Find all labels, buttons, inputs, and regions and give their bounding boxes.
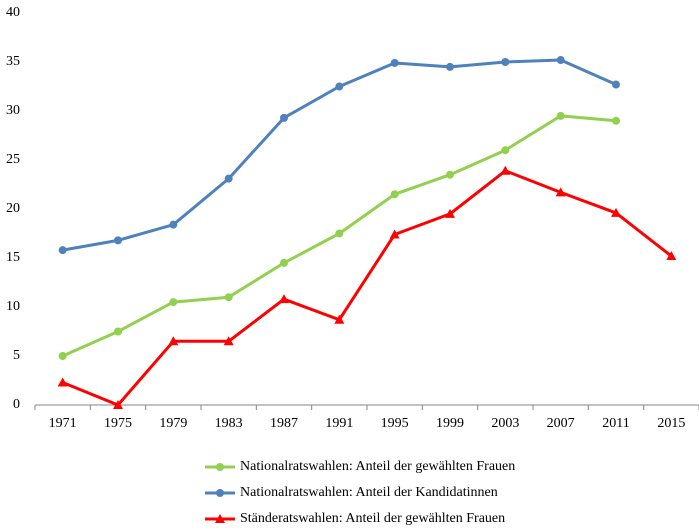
marker bbox=[168, 336, 179, 346]
marker bbox=[390, 58, 399, 67]
marker bbox=[501, 146, 510, 155]
marker bbox=[446, 62, 454, 71]
y-tick-label: 20 bbox=[6, 201, 20, 216]
marker bbox=[216, 463, 224, 471]
marker bbox=[555, 187, 566, 197]
legend-label: Nationalratswahlen: Anteil der gewählten… bbox=[240, 459, 515, 474]
x-tick-label: 1987 bbox=[270, 416, 298, 431]
y-tick-label: 15 bbox=[6, 250, 20, 265]
marker bbox=[279, 294, 289, 304]
y-tick-label: 0 bbox=[13, 397, 20, 412]
x-tick-label: 2003 bbox=[491, 416, 519, 431]
marker bbox=[335, 82, 344, 91]
marker bbox=[58, 352, 67, 360]
marker bbox=[280, 258, 288, 267]
marker bbox=[335, 229, 344, 238]
marker bbox=[114, 327, 122, 336]
marker bbox=[280, 113, 288, 122]
marker bbox=[556, 56, 565, 65]
marker bbox=[556, 111, 565, 120]
marker bbox=[169, 220, 178, 229]
marker bbox=[215, 514, 225, 523]
marker bbox=[113, 400, 123, 409]
marker bbox=[446, 170, 454, 179]
marker bbox=[216, 489, 224, 497]
x-tick-label: 2011 bbox=[602, 416, 629, 431]
marker bbox=[223, 336, 234, 346]
y-tick-label: 5 bbox=[13, 348, 20, 363]
x-tick-label: 1975 bbox=[104, 416, 132, 431]
marker bbox=[612, 116, 620, 125]
marker bbox=[169, 298, 178, 307]
marker bbox=[612, 80, 620, 89]
legend-label: Ständeratswahlen: Anteil der gewählten F… bbox=[240, 511, 505, 526]
marker bbox=[57, 377, 68, 387]
x-tick-label: 1971 bbox=[49, 416, 77, 431]
series-line bbox=[62, 169, 673, 407]
x-tick-label: 2007 bbox=[547, 416, 575, 431]
x-tick-label: 1999 bbox=[436, 416, 464, 431]
x-tick-label: 1991 bbox=[325, 416, 353, 431]
marker bbox=[501, 58, 510, 66]
marker bbox=[224, 293, 233, 302]
marker bbox=[58, 246, 67, 255]
marker bbox=[500, 165, 511, 175]
legend-label: Nationalratswahlen: Anteil der Kandidati… bbox=[240, 485, 498, 500]
y-tick-label: 40 bbox=[6, 5, 20, 20]
x-tick-label: 1979 bbox=[159, 416, 187, 431]
y-tick-label: 25 bbox=[6, 152, 20, 167]
marker bbox=[666, 251, 677, 261]
x-tick-label: 1983 bbox=[215, 416, 243, 431]
y-tick-label: 30 bbox=[6, 103, 20, 118]
marker bbox=[611, 207, 621, 217]
marker bbox=[334, 314, 345, 324]
y-tick-label: 35 bbox=[6, 54, 20, 69]
marker bbox=[224, 174, 233, 183]
y-tick-label: 10 bbox=[6, 299, 20, 314]
x-tick-label: 2015 bbox=[657, 416, 685, 431]
marker bbox=[390, 190, 399, 199]
marker bbox=[445, 208, 455, 218]
marker bbox=[389, 229, 400, 239]
marker bbox=[114, 236, 122, 245]
x-tick-label: 1995 bbox=[381, 416, 409, 431]
